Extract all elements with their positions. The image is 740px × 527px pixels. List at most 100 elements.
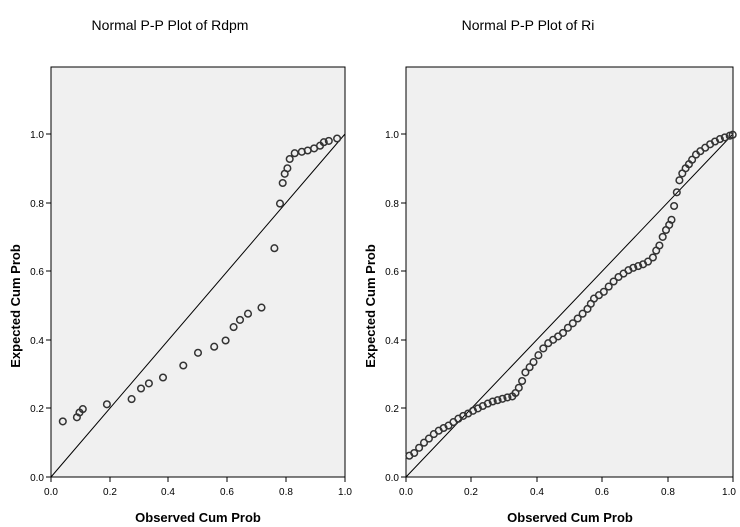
chart-rdpm-y-tick-label: 1.0 [30, 130, 44, 141]
chart-rdpm-y-ticks [46, 133, 51, 478]
chart-ri-point [563, 323, 572, 332]
chart-ri-plot-area [405, 66, 734, 478]
chart-ri-x-tick-label: 0.4 [530, 487, 544, 498]
chart-ri-x-ticks [405, 477, 734, 482]
chart-ri-y-tick-label: 0.0 [385, 473, 399, 484]
chart-ri-point [715, 135, 724, 144]
chart-rdpm-point [243, 309, 253, 318]
chart-rdpm-point [319, 138, 328, 147]
chart-ri-point [424, 434, 433, 443]
chart-ri-point [518, 376, 527, 386]
chart-ri-point [493, 396, 502, 405]
chart-rdpm-y-tick-label: 0.6 [30, 267, 44, 278]
chart-rdpm-point [235, 315, 245, 324]
chart-ri-point [521, 368, 530, 377]
chart-ri-point [498, 394, 507, 403]
chart-ri-point [539, 344, 548, 353]
chart-ri-points [405, 130, 737, 460]
chart-ri-point [670, 201, 679, 211]
chart-ri-y-tick-labels: 0.0 0.2 0.4 0.6 0.8 1.0 [385, 130, 399, 484]
chart-rdpm-point [278, 178, 287, 188]
chart-rdpm-point [102, 400, 111, 409]
chart-rdpm-x-tick-label: 1.0 [338, 487, 352, 498]
chart-rdpm-title: Normal P-P Plot of Rdpm [92, 17, 249, 33]
chart-rdpm-point [179, 361, 188, 370]
chart-rdpm-x-tick-label: 0.0 [44, 487, 58, 498]
chart-ri-y-axis-label: Expected Cum Prob [363, 244, 378, 368]
chart-ri-title: Normal P-P Plot of Ri [462, 17, 595, 33]
chart-ri-point [658, 232, 667, 241]
chart-ri-point [568, 319, 577, 328]
chart-rdpm-point [324, 136, 333, 145]
chart-ri-point [648, 253, 657, 262]
chart-ri: Normal P-P Plot of Ri 0.0 0.2 0.4 0.6 0.… [363, 17, 737, 525]
chart-ri-y-tick-label: 0.2 [385, 404, 399, 415]
chart-rdpm-y-tick-label: 0.4 [30, 336, 44, 347]
chart-ri-point [688, 155, 697, 164]
chart-ri-point [529, 358, 538, 367]
chart-rdpm-point [58, 417, 67, 426]
chart-ri-point [558, 328, 568, 337]
chart-rdpm-point [221, 336, 230, 345]
chart-rdpm-x-ticks [50, 477, 346, 482]
chart-rdpm-plot-area [50, 66, 346, 478]
chart-rdpm-y-axis-label: Expected Cum Prob [8, 244, 23, 368]
chart-rdpm-point [333, 134, 342, 143]
chart-rdpm-x-tick-label: 0.4 [161, 487, 175, 498]
chart-rdpm-x-tick-labels: 0.0 0.2 0.4 0.6 0.8 1.0 [44, 487, 352, 498]
chart-ri-x-tick-label: 1.0 [722, 487, 736, 498]
chart-ri-point [525, 363, 534, 372]
chart-rdpm-point [257, 303, 266, 312]
chart-rdpm-point [275, 199, 285, 208]
chart-ri-point [488, 397, 497, 406]
chart-ri-point [720, 133, 729, 142]
chart-rdpm-point [193, 348, 203, 357]
chart-rdpm-point [270, 244, 279, 253]
chart-ri-point [672, 188, 681, 197]
chart-rdpm-x-tick-label: 0.8 [279, 487, 293, 498]
chart-rdpm-y-tick-label: 0.8 [30, 199, 44, 210]
chart-ri-point [534, 351, 543, 360]
chart-rdpm-y-tick-label: 0.2 [30, 404, 44, 415]
chart-rdpm-point [136, 384, 146, 393]
chart-rdpm-x-tick-label: 0.6 [220, 487, 234, 498]
chart-ri-point [573, 314, 582, 323]
chart-ri-point [604, 282, 613, 291]
chart-ri-point [643, 257, 653, 266]
chart-ri-x-tick-labels: 0.0 0.2 0.4 0.6 0.8 1.0 [399, 487, 736, 498]
chart-ri-y-tick-label: 0.8 [385, 199, 399, 210]
chart-rdpm-point [229, 323, 238, 332]
chart-ri-x-axis-label: Observed Cum Prob [507, 510, 633, 525]
chart-rdpm-y-tick-labels: 0.0 0.2 0.4 0.6 0.8 1.0 [30, 130, 44, 484]
chart-ri-point [419, 438, 429, 447]
chart-ri-point [415, 443, 424, 452]
chart-ri-x-tick-label: 0.2 [464, 487, 478, 498]
chart-ri-y-ticks [401, 133, 406, 478]
chart-ri-point [629, 263, 638, 272]
chart-ri-point [483, 399, 492, 408]
chart-rdpm-point [283, 164, 292, 173]
chart-ri-point [634, 262, 643, 271]
chart-ri-point [599, 287, 608, 296]
chart-ri-point [675, 176, 684, 185]
chart-ri-x-tick-label: 0.6 [595, 487, 609, 498]
chart-ri-point [503, 393, 512, 402]
chart-rdpm-point [210, 342, 219, 351]
chart-ri-point [514, 383, 523, 392]
chart-rdpm: Normal P-P Plot of Rdpm 0.0 0.2 0.4 0.6 … [8, 17, 352, 525]
chart-rdpm-y-tick-label: 0.0 [30, 473, 44, 484]
chart-rdpm-point [285, 154, 294, 164]
chart-ri-point [609, 277, 618, 286]
chart-rdpm-reference-line [50, 133, 346, 478]
chart-ri-x-tick-label: 0.0 [399, 487, 413, 498]
chart-ri-y-tick-label: 1.0 [385, 130, 399, 141]
chart-ri-point [578, 309, 587, 318]
chart-ri-reference-line [405, 133, 734, 478]
chart-ri-y-tick-label: 0.4 [385, 336, 399, 347]
chart-ri-x-tick-label: 0.8 [661, 487, 675, 498]
chart-ri-y-tick-label: 0.6 [385, 267, 399, 278]
chart-rdpm-point [158, 373, 168, 382]
chart-ri-point [728, 130, 737, 139]
chart-rdpm-point [127, 395, 136, 404]
